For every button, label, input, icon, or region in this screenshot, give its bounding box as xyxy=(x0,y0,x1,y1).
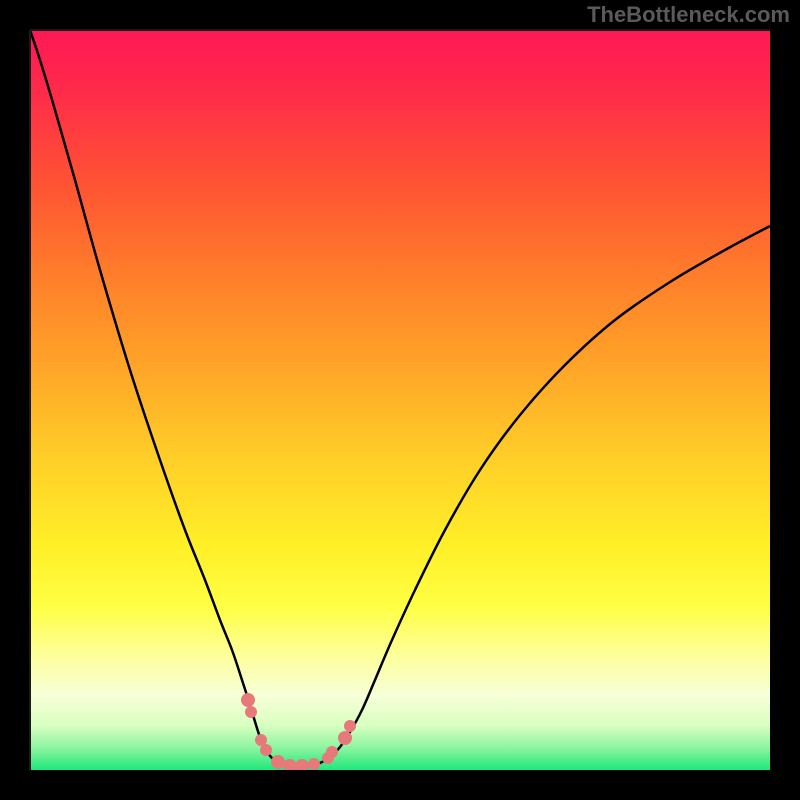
data-marker xyxy=(241,693,255,707)
data-marker xyxy=(326,746,338,758)
data-marker xyxy=(260,744,272,756)
data-marker xyxy=(308,758,320,770)
data-marker xyxy=(338,731,352,745)
plot-area xyxy=(30,30,770,773)
data-marker xyxy=(271,755,285,769)
data-marker xyxy=(344,720,356,732)
data-marker xyxy=(245,706,257,718)
chart-svg xyxy=(0,0,800,800)
chart-frame: TheBottleneck.com xyxy=(0,0,800,800)
watermark-text: TheBottleneck.com xyxy=(587,2,790,28)
